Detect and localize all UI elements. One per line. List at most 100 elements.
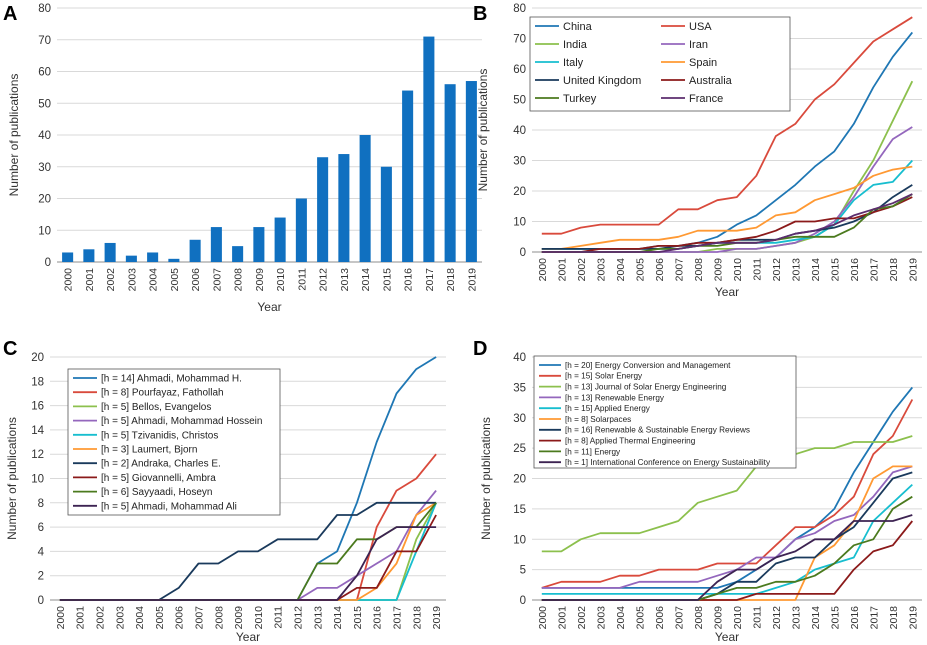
legend-label: [h = 6] Sayyaadi, Hoseyn [101, 487, 212, 498]
legend-box [529, 16, 791, 112]
y-tick-label: 35 [513, 382, 526, 394]
x-tick-label: 2012 [771, 258, 783, 282]
x-tick-label: 2017 [868, 258, 880, 282]
y-tick-label: 20 [513, 186, 526, 198]
y-tick-label: 18 [31, 376, 44, 388]
legend: [h = 20] Energy Conversion and Managemen… [533, 355, 797, 469]
x-tick-label: 2011 [273, 606, 285, 629]
bar-2000 [62, 252, 74, 262]
x-tick-label: 2015 [829, 258, 841, 282]
y-tick-label: 25 [513, 443, 526, 455]
legend-label: [h = 14] Ahmadi, Mohammad H. [101, 374, 242, 385]
x-tick-label: 2001 [556, 606, 568, 630]
x-tick-label: 2015 [381, 268, 393, 292]
y-tick-label: 0 [520, 247, 526, 259]
y-axis-title: Number of publications [7, 74, 21, 197]
legend-label: [h = 3] Laumert, Bjorn [101, 445, 197, 456]
x-tick-label: 2019 [907, 258, 919, 282]
x-tick-label: 2001 [556, 258, 568, 282]
y-tick-label: 20 [38, 194, 51, 206]
legend-box [67, 368, 281, 516]
bar-2006 [189, 239, 201, 262]
panel-label: D [473, 338, 487, 360]
x-tick-label: 2018 [445, 268, 457, 292]
y-tick-label: 10 [31, 474, 44, 486]
bar-2007 [210, 227, 222, 262]
y-tick-label: 40 [513, 125, 526, 137]
x-tick-label: 2012 [318, 268, 330, 292]
y-tick-label: 10 [38, 225, 51, 237]
panel-label: C [3, 338, 17, 360]
series-line-9 [541, 193, 913, 253]
x-tick-label: 2008 [693, 606, 705, 630]
series-line-9 [59, 526, 437, 601]
x-tick-label: 2016 [403, 268, 415, 292]
series-line-7 [59, 514, 437, 601]
series-line-2 [541, 435, 913, 553]
x-tick-label: 2015 [829, 606, 841, 630]
x-tick-label: 2016 [849, 606, 861, 630]
legend-label: [h = 8] Applied Thermal Engineering [565, 436, 696, 445]
x-tick-label: 2000 [537, 606, 549, 630]
y-tick-label: 30 [513, 156, 526, 168]
x-tick-label: 2018 [888, 258, 900, 282]
y-axis-title: Number of publications [5, 417, 19, 540]
x-tick-label: 2000 [55, 606, 67, 630]
x-tick-label: 2002 [105, 268, 117, 292]
series-line-1 [541, 16, 913, 235]
x-tick-label: 2002 [576, 606, 588, 630]
x-tick-label: 2007 [673, 606, 685, 630]
y-tick-label: 20 [513, 474, 526, 486]
panel-label: B [473, 3, 487, 25]
x-tick-label: 2005 [154, 606, 166, 630]
x-tick-label: 2004 [615, 606, 627, 630]
x-tick-label: 2011 [751, 606, 763, 629]
x-tick-label: 2008 [693, 258, 705, 282]
x-tick-label: 2010 [732, 606, 744, 630]
x-tick-label: 2019 [431, 606, 443, 630]
x-tick-label: 2006 [190, 268, 202, 292]
bar-2005 [168, 258, 180, 262]
x-tick-label: 2019 [466, 268, 478, 292]
bar-2004 [147, 252, 159, 262]
y-tick-label: 70 [38, 35, 51, 47]
legend-label: Spain [689, 57, 717, 69]
x-tick-label: 2004 [134, 606, 146, 630]
legend-box [533, 355, 797, 469]
bar-2001 [83, 249, 95, 262]
x-tick-label: 2011 [296, 268, 308, 291]
x-tick-label: 2003 [595, 606, 607, 630]
y-tick-label: 8 [38, 498, 44, 510]
series-line-5 [541, 165, 913, 250]
x-tick-label: 2002 [95, 606, 107, 630]
x-axis-title: Year [715, 285, 739, 299]
x-tick-label: 2012 [293, 606, 305, 630]
bar-2015 [380, 166, 392, 262]
y-tick-label: 20 [31, 352, 44, 364]
legend-label: [h = 15] Solar Energy [565, 372, 643, 381]
legend-label: [h = 16] Renewable & Sustainable Energy … [565, 426, 750, 435]
legend-label: [h = 8] Pourfayaz, Fathollah [101, 388, 224, 399]
x-tick-label: 2014 [810, 258, 822, 282]
legend-label: China [563, 21, 593, 33]
x-tick-label: 2001 [75, 606, 87, 630]
x-tick-label: 2007 [673, 258, 685, 282]
x-tick-label: 2015 [352, 606, 364, 630]
legend-label: [h = 5] Bellos, Evangelos [101, 402, 211, 413]
bar-2013 [338, 154, 350, 262]
x-tick-label: 2013 [790, 258, 802, 282]
legend-label: USA [689, 21, 712, 33]
series-line-1 [541, 399, 914, 589]
y-axis-title: Number of publications [479, 417, 493, 540]
x-tick-label: 2011 [751, 258, 763, 281]
x-tick-label: 2016 [849, 258, 861, 282]
legend-label: [h = 5] Ahmadi, Mohammad Hossein [101, 416, 262, 427]
x-tick-label: 2009 [712, 606, 724, 630]
legend-label: [h = 20] Energy Conversion and Managemen… [565, 361, 731, 370]
legend-label: France [689, 93, 723, 105]
y-tick-label: 0 [520, 595, 526, 607]
x-tick-label: 2005 [634, 258, 646, 282]
x-tick-label: 2003 [114, 606, 126, 630]
legend-label: [h = 15] Applied Energy [565, 404, 651, 413]
